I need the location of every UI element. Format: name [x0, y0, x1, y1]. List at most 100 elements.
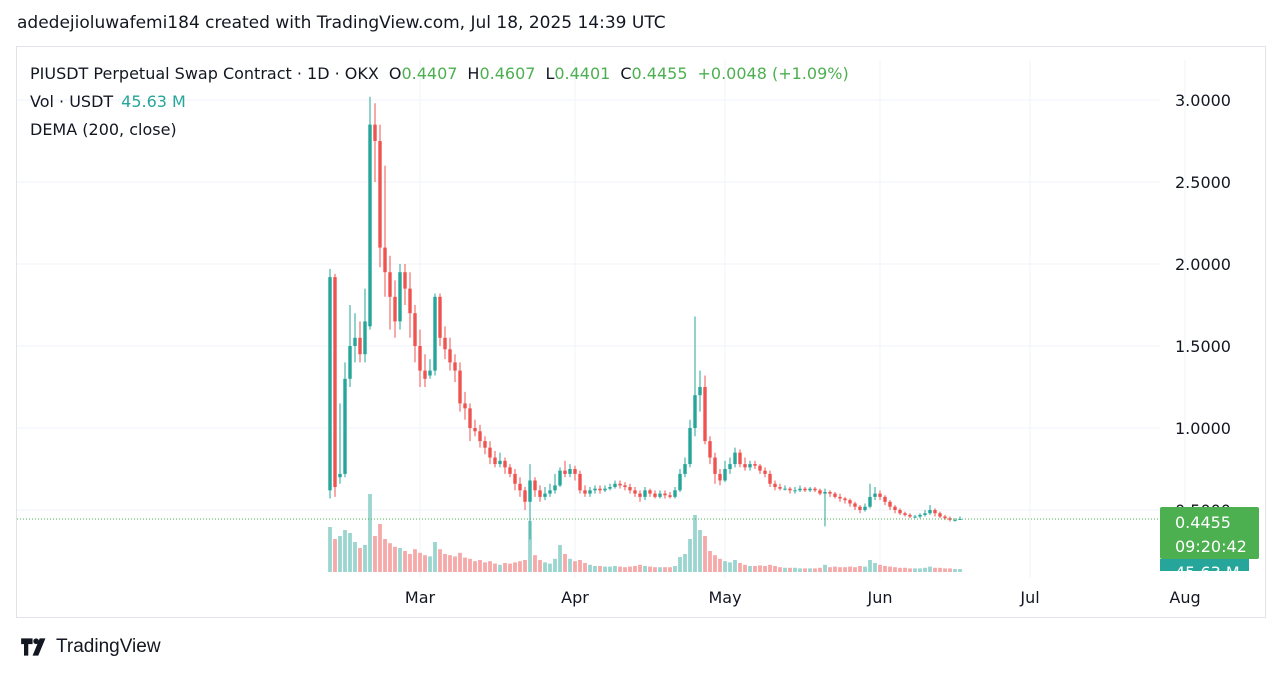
volume-bar: [363, 545, 367, 572]
candle-body: [953, 519, 957, 521]
candle-body: [843, 498, 847, 501]
last-price-tag: [1160, 507, 1259, 559]
candle-body: [513, 473, 517, 484]
volume-bar: [828, 567, 832, 572]
candle-body: [558, 470, 562, 486]
volume-bar: [643, 566, 647, 572]
volume-bar: [663, 567, 667, 572]
candle-body: [463, 403, 467, 409]
volume-bar: [348, 533, 352, 572]
volume-bar: [788, 567, 792, 572]
candle-body: [598, 488, 602, 491]
candle-body: [833, 493, 837, 497]
volume-bar: [383, 539, 387, 572]
volume-bar: [743, 564, 747, 572]
volume-bar: [628, 566, 632, 572]
candle-body: [423, 370, 427, 379]
time-tick-label: Mar: [405, 588, 436, 607]
candle-body: [813, 488, 817, 491]
candle-body: [353, 337, 357, 346]
volume-bar: [813, 568, 817, 572]
candle-body: [618, 483, 622, 486]
volume-bar: [443, 554, 447, 572]
candle-body: [708, 441, 712, 458]
volume-bar: [618, 566, 622, 572]
candle-body: [898, 510, 902, 514]
volume-bar: [883, 566, 887, 572]
candle-body: [638, 493, 642, 497]
candle-body: [468, 408, 472, 428]
candle-body: [428, 370, 432, 376]
volume-bar: [793, 567, 797, 572]
volume-bar: [798, 568, 802, 572]
time-tick-label: May: [708, 588, 741, 607]
legend-close-label: C: [620, 64, 632, 83]
volume-bar: [783, 567, 787, 572]
volume-bar: [543, 562, 547, 572]
volume-bar: [583, 563, 587, 572]
tradingview-logo[interactable]: TradingView: [18, 636, 161, 658]
candle-body: [913, 516, 917, 518]
candle-body: [488, 447, 492, 458]
legend-dema-row: DEMA (200, close): [30, 116, 859, 144]
volume-bar: [908, 568, 912, 572]
volume-bar: [453, 556, 457, 572]
candle-body: [853, 503, 857, 507]
volume-bar: [593, 566, 597, 572]
volume-bar: [913, 568, 917, 572]
candle-body: [453, 362, 457, 371]
last-value-tags: 0.4455 09:20:42 45.63 M: [1160, 507, 1259, 571]
candle-body: [773, 483, 777, 488]
candle-body: [763, 470, 767, 474]
legend-low-label: L: [545, 64, 555, 83]
time-axis[interactable]: Mar Apr May Jun Jul Aug: [405, 588, 1201, 607]
candle-body: [783, 488, 787, 490]
legend-volume-label: Vol · USDT: [30, 92, 114, 111]
candle-body: [863, 506, 867, 510]
candle-body: [343, 378, 347, 474]
volume-bar: [948, 568, 952, 572]
volume-bar: [608, 566, 612, 572]
candle-body: [648, 490, 652, 494]
volume-bar: [833, 566, 837, 572]
price-tick-label: 2.5000: [1175, 173, 1231, 192]
volume-bar: [843, 567, 847, 572]
volume-bar: [863, 566, 867, 572]
candle-body: [328, 277, 332, 491]
legend-volume-value: 45.63 M: [121, 92, 186, 111]
volume-bar: [548, 563, 552, 572]
tradingview-logo-icon: [21, 638, 46, 656]
volume-bar: [438, 549, 442, 572]
candle-body: [553, 485, 557, 491]
volume-bar: [718, 558, 722, 572]
volume-bar: [538, 560, 542, 572]
legend-high-label: H: [467, 64, 480, 83]
volume-bar: [413, 549, 417, 572]
candle-body: [458, 370, 462, 404]
volume-bar: [588, 564, 592, 572]
volume-bar: [483, 562, 487, 572]
candle-body: [663, 493, 667, 496]
legend-change-value: +0.0048 (+1.09%): [697, 64, 849, 83]
volume-bar: [373, 536, 377, 572]
candle-body: [683, 464, 687, 474]
volume-bar: [493, 563, 497, 572]
candle-body: [413, 313, 417, 346]
candle-body: [573, 469, 577, 474]
volume-bar: [568, 558, 572, 572]
volume-bar: [333, 539, 337, 572]
candle-body: [758, 465, 762, 471]
volume-bar: [468, 558, 472, 572]
volume-bar: [658, 567, 662, 572]
price-tick-label: 1.5000: [1175, 337, 1231, 356]
volume-bar: [953, 569, 957, 572]
candle-body: [518, 483, 522, 491]
candle-body: [713, 457, 717, 474]
candle-body: [368, 124, 372, 327]
candle-body: [848, 500, 852, 504]
candle-body: [803, 488, 807, 491]
candle-body: [528, 480, 532, 502]
candle-body: [908, 514, 912, 517]
